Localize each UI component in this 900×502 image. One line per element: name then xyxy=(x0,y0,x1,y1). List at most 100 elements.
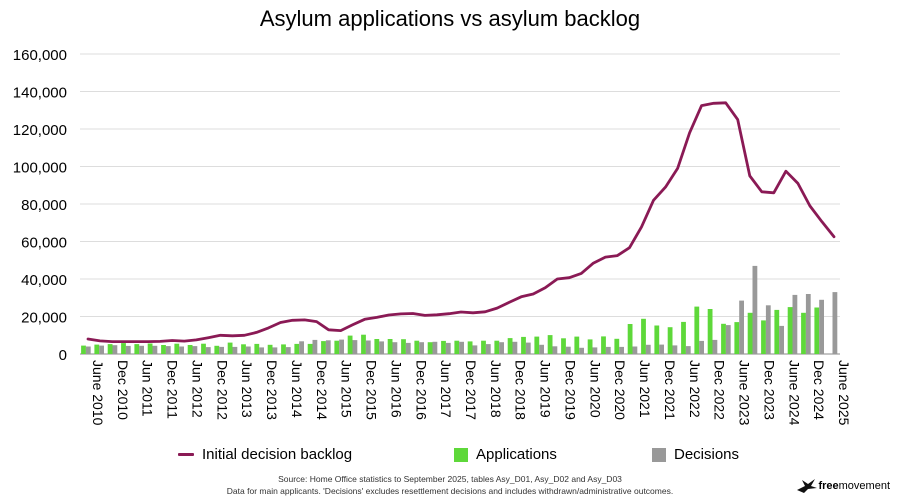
decisions-bar xyxy=(259,347,264,354)
y-tick-label: 40,000 xyxy=(21,272,67,289)
decisions-bar xyxy=(379,341,384,354)
backlog-line xyxy=(86,101,836,344)
applications-bar xyxy=(307,343,313,354)
x-tick-label: Dec 2018 xyxy=(513,360,529,420)
gridlines xyxy=(80,53,840,355)
applications-bar xyxy=(147,343,153,354)
decisions-bar xyxy=(392,342,398,354)
logo-text-bold: free xyxy=(818,480,839,492)
x-tick-label: Jun 2022 xyxy=(687,360,703,418)
applications-bar xyxy=(587,339,593,354)
decisions-bar xyxy=(232,346,238,354)
decisions-bar xyxy=(152,345,158,355)
decisions-bar xyxy=(819,299,824,354)
applications-bar xyxy=(281,344,286,354)
decisions-bar xyxy=(619,346,624,354)
decisions-bar xyxy=(699,340,704,354)
x-tick-label: June 2024 xyxy=(786,360,802,426)
decisions-bar xyxy=(125,345,131,354)
applications-bar xyxy=(507,338,513,354)
decisions-bar xyxy=(485,344,491,354)
applications-bar xyxy=(521,336,526,354)
applications-bar xyxy=(134,344,140,354)
decisions-bar xyxy=(832,292,838,354)
x-tick-label: Jun 2014 xyxy=(289,360,305,418)
applications-bar xyxy=(681,321,686,354)
decisions-bar xyxy=(765,305,771,355)
applications-bar xyxy=(107,344,113,354)
applications-bar xyxy=(441,340,446,354)
decisions-bar xyxy=(672,345,678,354)
applications-bar xyxy=(94,344,100,354)
decisions-bar xyxy=(85,346,91,354)
decisions-bar xyxy=(632,346,638,354)
x-tick-label: Dec 2015 xyxy=(364,360,380,420)
legend-item-backlog: Initial decision backlog xyxy=(178,446,352,463)
applications-bar xyxy=(547,335,553,354)
applications-bar xyxy=(81,345,86,354)
legend-swatch-backlog xyxy=(178,453,194,456)
decisions-bar xyxy=(459,341,464,354)
applications-bar xyxy=(694,306,700,354)
chart-svg: 0 20,000 40,000 60,000 80,000 100,000 120,000 1… xyxy=(13,47,852,426)
applications-bar xyxy=(481,340,486,354)
decisions-bar xyxy=(352,340,358,354)
x-tick-label: Dec 2019 xyxy=(563,360,579,420)
legend-label-decisions: Decisions xyxy=(674,446,740,463)
freemovement-logo: free movement xyxy=(796,478,890,494)
applications-bar xyxy=(267,344,273,354)
decisions-bar xyxy=(512,341,518,354)
decisions-bar xyxy=(565,346,571,354)
decisions-bar xyxy=(805,294,811,354)
decisions-bar xyxy=(112,345,118,354)
x-tick-label: Dec 2016 xyxy=(413,360,429,420)
applications-bar xyxy=(361,334,366,354)
decisions-bar xyxy=(192,346,198,354)
decisions-bar xyxy=(139,345,144,355)
decisions-bar xyxy=(779,325,784,354)
x-tick-label: Jun 2020 xyxy=(587,360,603,418)
applications-bar xyxy=(294,343,300,354)
applications-bar xyxy=(774,309,780,354)
applications-bar xyxy=(254,343,260,354)
x-tick-label: June 2023 xyxy=(737,360,753,426)
x-axis-ticks: June 2010 Dec 2010 Jun 2011 Dec 2011 Jun 201… xyxy=(90,360,852,426)
applications-bar xyxy=(734,322,740,354)
y-tick-label: 120,000 xyxy=(13,122,67,139)
applications-bar xyxy=(387,339,393,354)
y-tick-label: 160,000 xyxy=(13,47,67,64)
x-tick-label: Jun 2013 xyxy=(239,360,255,418)
decisions-bar xyxy=(445,342,451,354)
applications-bar xyxy=(241,344,246,355)
decisions-bar xyxy=(325,340,331,354)
y-axis-ticks: 0 20,000 40,000 60,000 80,000 100,000 120,000 1… xyxy=(13,47,67,364)
applications-bar xyxy=(534,336,540,354)
y-tick-label: 0 xyxy=(59,347,67,364)
applications-bar xyxy=(601,336,606,354)
x-tick-label: Jun 2018 xyxy=(488,360,504,418)
y-tick-label: 140,000 xyxy=(13,85,67,102)
decisions-bar xyxy=(272,347,278,354)
y-tick-label: 80,000 xyxy=(21,197,67,214)
applications-bar xyxy=(401,339,406,354)
applications-bar xyxy=(454,340,460,354)
logo-text-light: movement xyxy=(838,480,890,492)
applications-bar xyxy=(187,345,193,354)
applications-bar xyxy=(467,341,473,354)
applications-bar xyxy=(721,323,726,354)
decisions-bar xyxy=(99,345,104,354)
applications-bar xyxy=(747,312,753,355)
applications-bar xyxy=(801,312,806,355)
decisions-bar xyxy=(179,346,184,354)
applications-bar xyxy=(787,307,793,354)
applications-bar xyxy=(761,320,766,354)
y-tick-label: 20,000 xyxy=(21,310,67,327)
source-note-line2: Data for main applicants. 'Decisions' ex… xyxy=(226,486,674,496)
applications-bar xyxy=(667,327,673,354)
x-tick-label: Jun 2012 xyxy=(190,360,206,418)
x-tick-label: Dec 2011 xyxy=(165,360,181,419)
x-tick-label: Jun 2021 xyxy=(637,360,653,418)
applications-bar xyxy=(214,345,220,355)
applications-bar xyxy=(707,309,713,354)
decisions-bar xyxy=(365,340,371,354)
